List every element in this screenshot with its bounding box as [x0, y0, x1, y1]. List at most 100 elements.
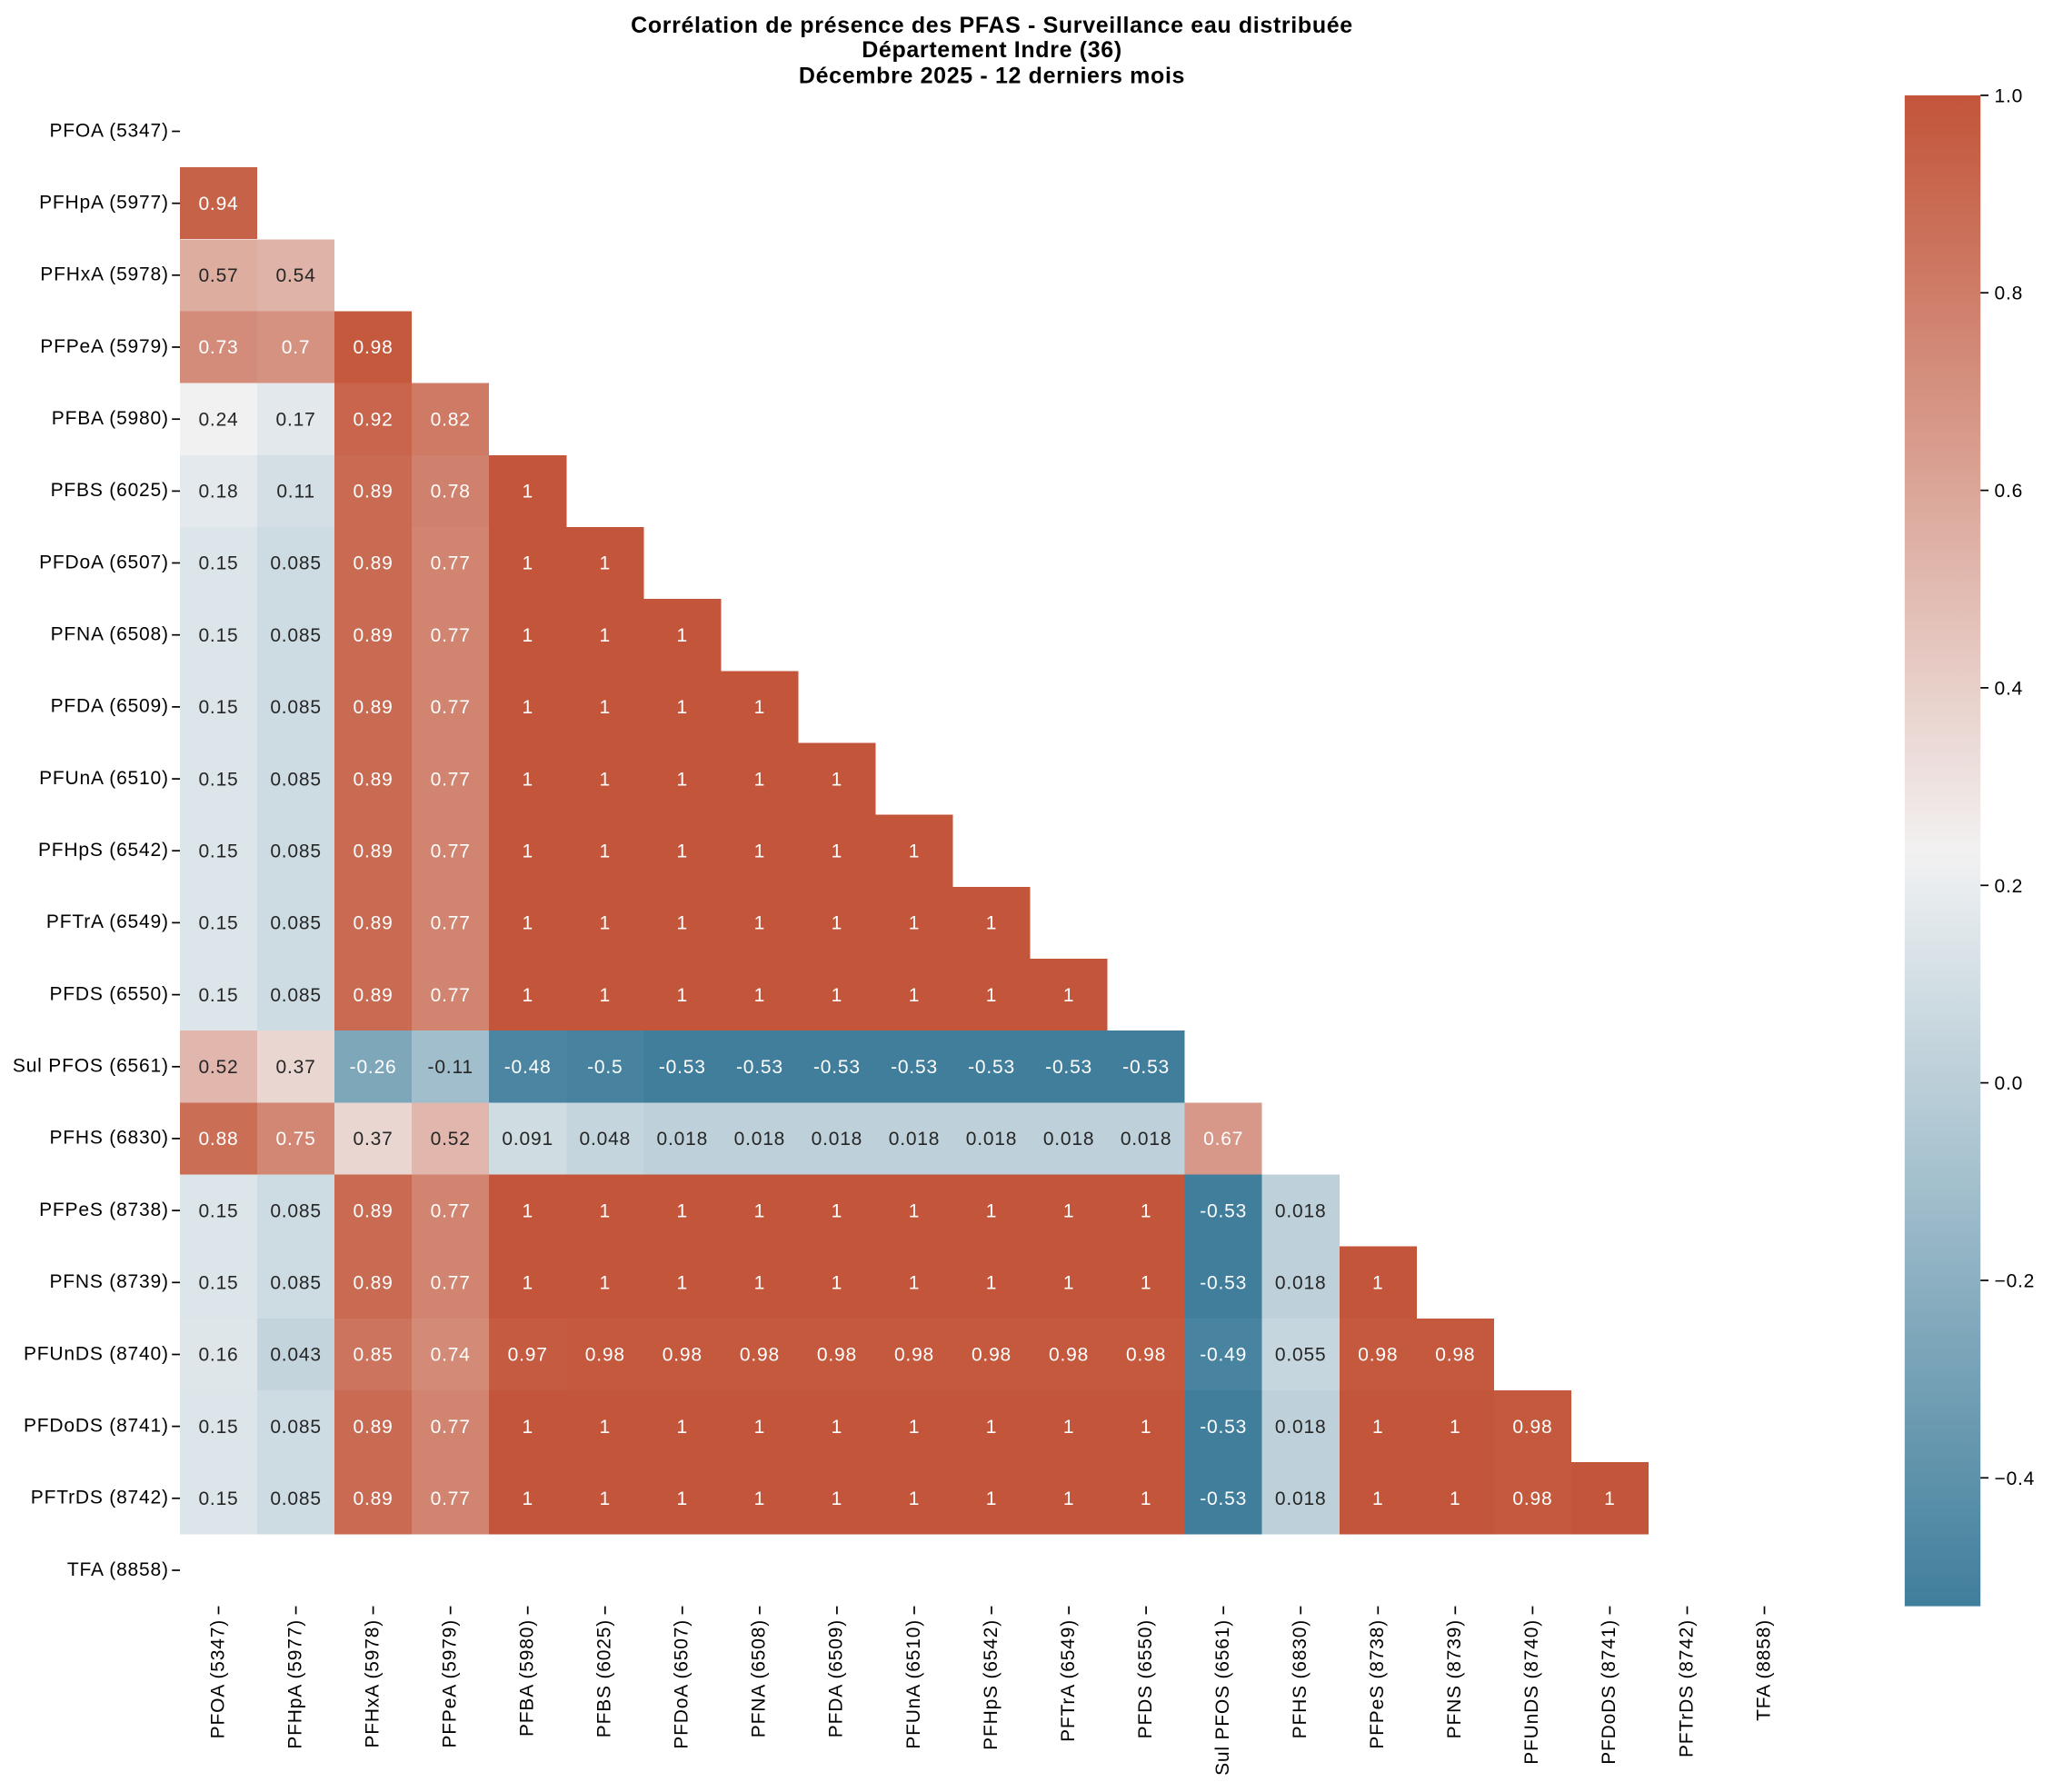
svg-text:PFHxA (5978): PFHxA (5978): [40, 264, 169, 285]
svg-text:PFOA (5347): PFOA (5347): [49, 120, 168, 141]
svg-text:1: 1: [600, 1200, 611, 1221]
svg-text:1: 1: [1063, 1488, 1074, 1509]
svg-text:-0.53: -0.53: [1200, 1200, 1247, 1221]
svg-text:1: 1: [754, 985, 765, 1006]
svg-text:0.37: 0.37: [354, 1129, 394, 1150]
svg-text:0.97: 0.97: [508, 1345, 548, 1366]
svg-text:1: 1: [1450, 1417, 1460, 1438]
svg-text:1: 1: [754, 1200, 765, 1221]
svg-text:PFOA (5347): PFOA (5347): [207, 1619, 228, 1738]
svg-text:1: 1: [754, 913, 765, 934]
svg-text:0.82: 0.82: [431, 409, 471, 430]
svg-text:0.085: 0.085: [270, 1488, 322, 1509]
svg-text:-0.53: -0.53: [1045, 1057, 1092, 1078]
svg-text:PFTrA (6549): PFTrA (6549): [46, 911, 169, 932]
svg-text:1: 1: [1063, 1200, 1074, 1221]
svg-text:0.085: 0.085: [270, 1417, 322, 1438]
svg-text:PFHS (6830): PFHS (6830): [1290, 1619, 1311, 1738]
svg-text:0.52: 0.52: [431, 1129, 471, 1150]
svg-text:0.98: 0.98: [1358, 1345, 1398, 1366]
svg-text:-0.53: -0.53: [1200, 1488, 1247, 1509]
svg-text:1: 1: [832, 1273, 842, 1294]
svg-text:-0.26: -0.26: [350, 1057, 397, 1078]
svg-text:0.15: 0.15: [198, 1273, 238, 1294]
svg-text:1: 1: [522, 482, 533, 503]
svg-text:0.94: 0.94: [198, 194, 238, 214]
svg-text:1: 1: [1372, 1273, 1383, 1294]
svg-text:1: 1: [1141, 1417, 1151, 1438]
svg-text:0.055: 0.055: [1275, 1345, 1327, 1366]
svg-text:PFUnDS (8740): PFUnDS (8740): [1521, 1619, 1542, 1765]
svg-text:1: 1: [832, 1417, 842, 1438]
svg-text:0.89: 0.89: [354, 985, 394, 1006]
svg-text:0.74: 0.74: [431, 1345, 471, 1366]
svg-text:1: 1: [522, 1273, 533, 1294]
svg-text:1: 1: [986, 1417, 997, 1438]
svg-text:PFHpA (5977): PFHpA (5977): [284, 1619, 305, 1749]
svg-text:0.37: 0.37: [276, 1057, 316, 1078]
svg-text:0.15: 0.15: [198, 769, 238, 790]
svg-text:0.88: 0.88: [198, 1129, 238, 1150]
svg-text:1: 1: [522, 553, 533, 574]
svg-text:0.98: 0.98: [894, 1345, 934, 1366]
svg-text:1: 1: [986, 913, 997, 934]
svg-text:PFPeS (8738): PFPeS (8738): [39, 1200, 169, 1220]
svg-text:0.98: 0.98: [817, 1345, 857, 1366]
svg-text:−0.4: −0.4: [1995, 1468, 2036, 1489]
svg-text:Corrélation de présence des PF: Corrélation de présence des PFAS - Surve…: [631, 13, 1353, 38]
svg-text:1: 1: [600, 913, 611, 934]
svg-text:1: 1: [1141, 1273, 1151, 1294]
svg-text:0.15: 0.15: [198, 985, 238, 1006]
svg-text:PFNA (6508): PFNA (6508): [749, 1619, 770, 1737]
svg-text:0.018: 0.018: [734, 1129, 786, 1150]
svg-text:-0.49: -0.49: [1200, 1345, 1247, 1366]
svg-text:Sul PFOS (6561): Sul PFOS (6561): [13, 1056, 169, 1077]
svg-text:0.018: 0.018: [1275, 1488, 1327, 1509]
svg-text:-0.53: -0.53: [1122, 1057, 1170, 1078]
svg-text:0.7: 0.7: [282, 337, 311, 358]
svg-text:1: 1: [832, 769, 842, 790]
svg-text:0.018: 0.018: [812, 1129, 863, 1150]
svg-text:-0.53: -0.53: [736, 1057, 783, 1078]
svg-text:PFBS (6025): PFBS (6025): [51, 480, 169, 501]
svg-text:0.77: 0.77: [431, 1273, 471, 1294]
svg-text:1: 1: [677, 1200, 688, 1221]
svg-text:0.15: 0.15: [198, 1488, 238, 1509]
svg-text:0.018: 0.018: [1275, 1417, 1327, 1438]
svg-text:0.18: 0.18: [198, 482, 238, 503]
svg-text:0.77: 0.77: [431, 985, 471, 1006]
svg-text:0.085: 0.085: [270, 913, 322, 934]
svg-text:PFPeA (5979): PFPeA (5979): [40, 336, 169, 357]
svg-text:1: 1: [754, 1273, 765, 1294]
svg-text:0.018: 0.018: [1275, 1200, 1327, 1221]
svg-text:0.89: 0.89: [354, 1200, 394, 1221]
svg-text:PFDA (6509): PFDA (6509): [826, 1619, 847, 1737]
svg-text:PFNS (8739): PFNS (8739): [49, 1271, 168, 1292]
svg-text:1: 1: [677, 985, 688, 1006]
svg-text:-0.48: -0.48: [504, 1057, 552, 1078]
svg-text:PFPeA (5979): PFPeA (5979): [440, 1619, 461, 1748]
svg-text:0.048: 0.048: [580, 1129, 632, 1150]
svg-text:-0.11: -0.11: [428, 1057, 473, 1078]
svg-text:0.018: 0.018: [1121, 1129, 1172, 1150]
svg-text:0.77: 0.77: [431, 553, 471, 574]
svg-text:1: 1: [677, 913, 688, 934]
svg-text:0.89: 0.89: [354, 913, 394, 934]
svg-text:0.75: 0.75: [276, 1129, 316, 1150]
svg-text:-0.53: -0.53: [1200, 1417, 1247, 1438]
svg-text:0.085: 0.085: [270, 1200, 322, 1221]
svg-text:0.018: 0.018: [657, 1129, 709, 1150]
svg-text:0.15: 0.15: [198, 841, 238, 861]
svg-text:PFHpS (6542): PFHpS (6542): [38, 840, 169, 861]
svg-text:-0.5: -0.5: [587, 1057, 623, 1078]
svg-text:1: 1: [522, 841, 533, 861]
svg-text:0.85: 0.85: [354, 1345, 394, 1366]
svg-text:1: 1: [754, 1488, 765, 1509]
svg-text:TFA (8858): TFA (8858): [1753, 1619, 1774, 1721]
svg-text:0.4: 0.4: [1995, 678, 2024, 699]
svg-text:0.085: 0.085: [270, 625, 322, 646]
svg-text:0.091: 0.091: [502, 1129, 553, 1150]
svg-text:1: 1: [832, 985, 842, 1006]
svg-text:1: 1: [522, 1200, 533, 1221]
svg-text:0.77: 0.77: [431, 913, 471, 934]
